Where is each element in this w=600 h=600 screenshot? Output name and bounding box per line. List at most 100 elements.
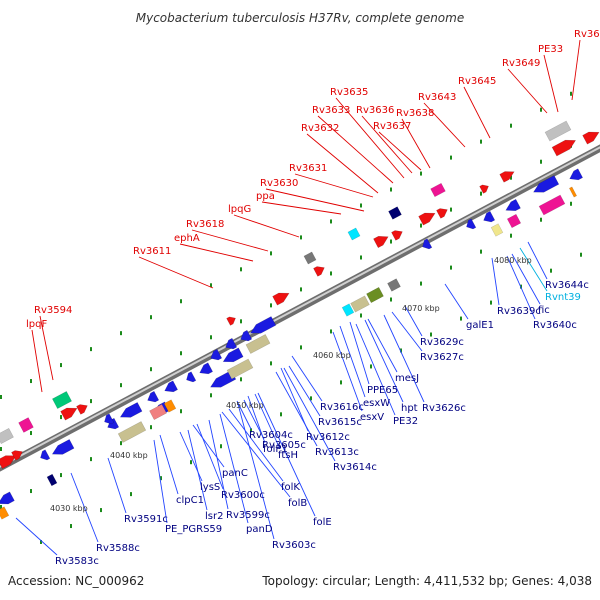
forward-gene-feature[interactable] bbox=[313, 264, 326, 277]
forward-gene-label[interactable]: lpqG bbox=[228, 204, 251, 215]
misc-feature-box[interactable] bbox=[544, 120, 572, 142]
reverse-gene-label[interactable]: panC bbox=[222, 468, 248, 479]
reverse-gene-feature[interactable] bbox=[238, 329, 253, 344]
reverse-gene-label[interactable]: lysS bbox=[200, 482, 220, 493]
reverse-gene-label[interactable]: Rv3629c bbox=[420, 337, 464, 348]
forward-gene-label[interactable]: Rv3632 bbox=[301, 123, 339, 134]
reverse-gene-feature[interactable] bbox=[102, 413, 115, 427]
forward-gene-feature[interactable] bbox=[76, 402, 89, 415]
reverse-gene-feature[interactable] bbox=[0, 491, 15, 508]
forward-gene-label[interactable]: ppa bbox=[256, 191, 275, 202]
forward-gene-label[interactable]: lpqF bbox=[26, 319, 47, 330]
forward-gene-label[interactable]: Rv3637 bbox=[373, 121, 411, 132]
misc-feature-box[interactable] bbox=[18, 417, 34, 433]
reverse-gene-label[interactable]: PE32 bbox=[393, 416, 418, 427]
misc-feature-box[interactable] bbox=[347, 227, 361, 241]
reverse-gene-feature[interactable] bbox=[50, 439, 75, 458]
reverse-gene-feature[interactable] bbox=[420, 238, 433, 252]
forward-gene-label[interactable]: Rv3611 bbox=[133, 246, 171, 257]
forward-gene-label[interactable]: Rv3630 bbox=[260, 178, 298, 189]
reverse-gene-label[interactable]: Rv3639c bbox=[497, 306, 541, 317]
reverse-gene-feature[interactable] bbox=[481, 210, 496, 225]
forward-gene-label[interactable]: Rv3645 bbox=[458, 76, 496, 87]
forward-gene-label[interactable]: Rv3633 bbox=[312, 105, 350, 116]
reverse-gene-label[interactable]: fic bbox=[538, 305, 550, 316]
reverse-gene-feature[interactable] bbox=[567, 168, 583, 183]
reverse-gene-label[interactable]: Rv3627c bbox=[420, 352, 464, 363]
misc-feature-box[interactable] bbox=[350, 295, 370, 313]
reverse-gene-label[interactable]: Rv3616c bbox=[320, 402, 364, 413]
reverse-gene-feature[interactable] bbox=[145, 390, 160, 405]
reverse-gene-label[interactable]: hpt bbox=[401, 403, 418, 414]
misc-feature-box[interactable] bbox=[149, 403, 167, 421]
reverse-gene-label[interactable]: Rv3599c bbox=[226, 510, 270, 521]
reverse-gene-label[interactable]: lsr2 bbox=[205, 511, 223, 522]
forward-gene-feature[interactable] bbox=[272, 289, 292, 306]
reverse-gene-feature[interactable] bbox=[531, 175, 560, 196]
reverse-gene-label[interactable]: Rv3600c bbox=[221, 490, 265, 501]
forward-gene-label[interactable]: Rv3643 bbox=[418, 92, 456, 103]
forward-gene-feature[interactable] bbox=[391, 228, 404, 241]
forward-gene-label[interactable]: Rv3651 bbox=[574, 29, 600, 40]
misc-feature-box[interactable] bbox=[0, 427, 14, 445]
reverse-gene-label[interactable]: Rv3588c bbox=[96, 543, 140, 554]
misc-feature-box[interactable] bbox=[430, 182, 446, 198]
reverse-gene-label[interactable]: Rv3605c bbox=[262, 440, 306, 451]
misc-feature-box[interactable] bbox=[52, 391, 72, 409]
forward-gene-feature[interactable] bbox=[582, 128, 600, 145]
reverse-gene-label[interactable]: Rv3644c bbox=[545, 280, 589, 291]
reverse-gene-label[interactable]: PPE65 bbox=[367, 385, 398, 396]
reverse-gene-label[interactable]: galE1 bbox=[466, 320, 494, 331]
reverse-gene-label[interactable]: panD bbox=[246, 524, 273, 535]
misc-feature-box[interactable] bbox=[46, 473, 58, 487]
misc-feature-box[interactable] bbox=[538, 194, 566, 216]
misc-feature-box[interactable] bbox=[226, 358, 254, 380]
reverse-gene-feature[interactable] bbox=[197, 362, 213, 377]
forward-gene-feature[interactable] bbox=[551, 136, 578, 157]
misc-feature-box[interactable] bbox=[0, 506, 10, 520]
misc-feature-box[interactable] bbox=[506, 213, 522, 229]
reverse-gene-label[interactable]: folB bbox=[288, 498, 307, 509]
reverse-gene-label[interactable]: folE bbox=[313, 517, 332, 528]
misc-feature-box[interactable] bbox=[387, 278, 401, 292]
forward-gene-label[interactable]: Rv3631 bbox=[289, 163, 327, 174]
forward-gene-feature[interactable] bbox=[479, 183, 491, 194]
reverse-gene-label[interactable]: Rv3640c bbox=[533, 320, 577, 331]
reverse-gene-label[interactable]: Rv3612c bbox=[306, 432, 350, 443]
misc-feature-box[interactable] bbox=[117, 421, 147, 443]
reverse-gene-feature[interactable] bbox=[184, 371, 197, 385]
forward-gene-feature[interactable] bbox=[499, 168, 517, 183]
reverse-gene-label[interactable]: Rv3614c bbox=[333, 462, 377, 473]
reverse-gene-label[interactable]: folK bbox=[281, 482, 300, 493]
reverse-gene-label[interactable]: Rv3604c bbox=[249, 430, 293, 441]
reverse-gene-label[interactable]: clpC1 bbox=[176, 495, 204, 506]
reverse-gene-label[interactable]: Rv3591c bbox=[124, 514, 168, 525]
reverse-gene-label[interactable]: Rv3626c bbox=[422, 403, 466, 414]
forward-gene-label[interactable]: Rv3636 bbox=[356, 105, 394, 116]
misc-feature-box[interactable] bbox=[163, 399, 177, 413]
misc-feature-box[interactable] bbox=[341, 303, 355, 317]
reverse-gene-feature[interactable] bbox=[38, 449, 51, 463]
reverse-gene-feature[interactable] bbox=[208, 348, 223, 363]
misc-feature-box[interactable] bbox=[366, 286, 384, 304]
forward-gene-label[interactable]: Rv3594 bbox=[34, 305, 72, 316]
forward-gene-label[interactable]: Rv3638 bbox=[396, 108, 434, 119]
forward-gene-feature[interactable] bbox=[373, 232, 390, 249]
reverse-gene-feature[interactable] bbox=[503, 198, 521, 214]
forward-gene-feature[interactable] bbox=[60, 404, 80, 421]
reverse-gene-label[interactable]: mesJ bbox=[395, 373, 419, 384]
misc-feature-box[interactable] bbox=[303, 251, 317, 265]
misc-feature-box[interactable] bbox=[388, 206, 402, 220]
forward-gene-feature[interactable] bbox=[436, 206, 449, 219]
forward-gene-feature[interactable] bbox=[226, 315, 238, 326]
reverse-gene-feature[interactable] bbox=[162, 380, 178, 395]
reverse-gene-label[interactable]: PE_PGRS59 bbox=[165, 524, 222, 535]
forward-gene-label[interactable]: Rv3649 bbox=[502, 58, 540, 69]
forward-gene-label[interactable]: PE33 bbox=[538, 44, 563, 55]
reverse-gene-feature[interactable] bbox=[223, 337, 238, 352]
forward-gene-feature[interactable] bbox=[11, 448, 24, 461]
forward-gene-label[interactable]: Rv3635 bbox=[330, 87, 368, 98]
reverse-gene-label[interactable]: Rv3613c bbox=[315, 447, 359, 458]
reverse-gene-feature[interactable] bbox=[221, 347, 244, 366]
forward-gene-feature[interactable] bbox=[0, 451, 18, 469]
